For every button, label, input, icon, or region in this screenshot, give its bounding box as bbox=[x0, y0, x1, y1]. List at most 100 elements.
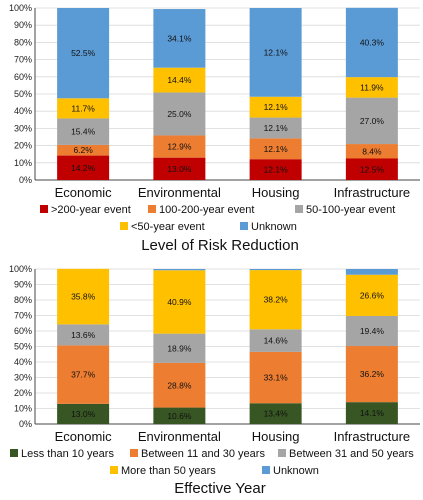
legend-swatch bbox=[278, 449, 286, 457]
y-tick-label: 90% bbox=[14, 280, 32, 290]
data-label: 13.0% bbox=[167, 164, 192, 174]
bar-segment bbox=[153, 67, 206, 93]
data-label: 26.6% bbox=[360, 290, 385, 300]
data-label: 12.5% bbox=[360, 164, 385, 174]
data-label: 37.7% bbox=[71, 370, 96, 380]
bar-segment bbox=[57, 118, 110, 145]
category-label: Environmental bbox=[138, 429, 221, 444]
y-tick-label: 30% bbox=[14, 123, 32, 133]
data-label: 28.8% bbox=[167, 380, 192, 390]
data-label: 52.5% bbox=[71, 48, 96, 58]
y-tick-label: 30% bbox=[14, 373, 32, 383]
y-tick-label: 0% bbox=[19, 175, 32, 185]
legend-entry: >200-year event bbox=[51, 204, 131, 216]
legend-swatch bbox=[40, 205, 48, 213]
data-label: 11.9% bbox=[360, 82, 384, 92]
chart-2: 0% 10% 20% 30% 40% 50% 60% 70% 80% 90% 100% 13.0% 37… bbox=[9, 264, 420, 497]
bar-segment bbox=[153, 92, 206, 136]
data-label: 25.0% bbox=[167, 109, 192, 119]
bar-segment bbox=[249, 329, 302, 352]
bar-segment bbox=[249, 117, 302, 139]
bar-segment bbox=[345, 158, 398, 180]
bar-segment bbox=[57, 345, 110, 404]
bar-segment bbox=[345, 77, 398, 98]
bar-segment bbox=[345, 7, 398, 78]
data-label: 38.2% bbox=[264, 295, 289, 305]
data-label: 13.4% bbox=[264, 409, 289, 419]
bar-segment bbox=[345, 402, 398, 424]
bar-segment bbox=[57, 155, 110, 180]
data-label: 14.4% bbox=[167, 75, 192, 85]
y-tick-label: 70% bbox=[14, 55, 32, 65]
bar-segment bbox=[153, 269, 206, 271]
y-tick-label: 0% bbox=[19, 419, 32, 429]
data-label: 27.0% bbox=[360, 116, 385, 126]
bar-segment bbox=[345, 315, 398, 347]
bar-segment bbox=[249, 269, 302, 271]
bar-segment bbox=[249, 138, 302, 160]
data-label: 34.1% bbox=[167, 33, 192, 43]
bar-segment bbox=[153, 362, 206, 408]
data-label: 14.2% bbox=[71, 163, 96, 173]
category-label: Environmental bbox=[138, 185, 221, 200]
legend-entry: Between 31 and 50 years bbox=[289, 448, 414, 460]
bar-segment bbox=[57, 268, 110, 325]
y-tick-label: 50% bbox=[14, 89, 32, 99]
data-label: 40.9% bbox=[167, 297, 192, 307]
bar-segment bbox=[345, 269, 398, 275]
legend-swatch bbox=[295, 205, 303, 213]
bar-segment bbox=[345, 144, 398, 159]
category-label: Economic bbox=[55, 185, 113, 200]
data-label: 12.1% bbox=[264, 102, 289, 112]
data-label: 12.1% bbox=[264, 144, 289, 154]
data-label: 12.1% bbox=[264, 47, 289, 57]
legend-entry: Between 11 and 30 years bbox=[141, 448, 265, 460]
y-tick-label: 40% bbox=[14, 106, 32, 116]
data-label: 15.4% bbox=[71, 127, 96, 137]
bar-segment bbox=[345, 97, 398, 145]
legend-entry: 100-200-year event bbox=[159, 204, 254, 216]
data-label: 12.9% bbox=[167, 142, 192, 152]
bar-segment bbox=[153, 333, 206, 363]
y-tick-label: 70% bbox=[14, 311, 32, 321]
bar-segment bbox=[153, 135, 206, 158]
bar-segment bbox=[345, 346, 398, 403]
legend-swatch bbox=[262, 466, 270, 474]
category-label: Housing bbox=[252, 185, 300, 200]
y-tick-label: 20% bbox=[14, 141, 32, 151]
data-label: 35.8% bbox=[71, 292, 96, 302]
y-tick-label: 90% bbox=[14, 20, 32, 30]
bar-segment bbox=[153, 407, 206, 424]
data-label: 14.6% bbox=[264, 336, 289, 346]
category-label: Housing bbox=[252, 429, 300, 444]
bar-segment bbox=[57, 403, 110, 424]
data-label: 19.4% bbox=[360, 326, 385, 336]
data-label: 10.6% bbox=[167, 411, 192, 421]
legend-entry: More than 50 years bbox=[121, 465, 216, 477]
bar-segment bbox=[249, 8, 302, 97]
legend-swatch bbox=[10, 449, 18, 457]
legend-entry: Unknown bbox=[273, 465, 319, 477]
bar-segment bbox=[57, 98, 110, 119]
legend-swatch bbox=[110, 466, 118, 474]
bar-segment bbox=[249, 270, 302, 330]
y-tick-label: 40% bbox=[14, 357, 32, 367]
bar-segment bbox=[57, 144, 110, 156]
legend-swatch bbox=[120, 222, 128, 230]
data-label: 36.2% bbox=[360, 369, 385, 379]
y-tick-label: 10% bbox=[14, 158, 32, 168]
y-tick-label: 10% bbox=[14, 404, 32, 414]
y-tick-label: 100% bbox=[9, 264, 32, 274]
chart-title: Level of Risk Reduction bbox=[141, 237, 299, 254]
legend-swatch bbox=[240, 222, 248, 230]
bar-segment bbox=[153, 9, 206, 68]
y-tick-label: 80% bbox=[14, 295, 32, 305]
legend-entry: Less than 10 years bbox=[21, 448, 114, 460]
data-label: 12.1% bbox=[264, 123, 289, 133]
y-tick-label: 20% bbox=[14, 388, 32, 398]
category-label: Economic bbox=[55, 429, 113, 444]
data-label: 8.4% bbox=[362, 146, 382, 156]
bar-segment bbox=[57, 8, 110, 99]
chart-1: 0% 10% 20% 30% 40% 50% 60% 70% 80% 90% 100% 14.2% 6.… bbox=[9, 3, 420, 254]
